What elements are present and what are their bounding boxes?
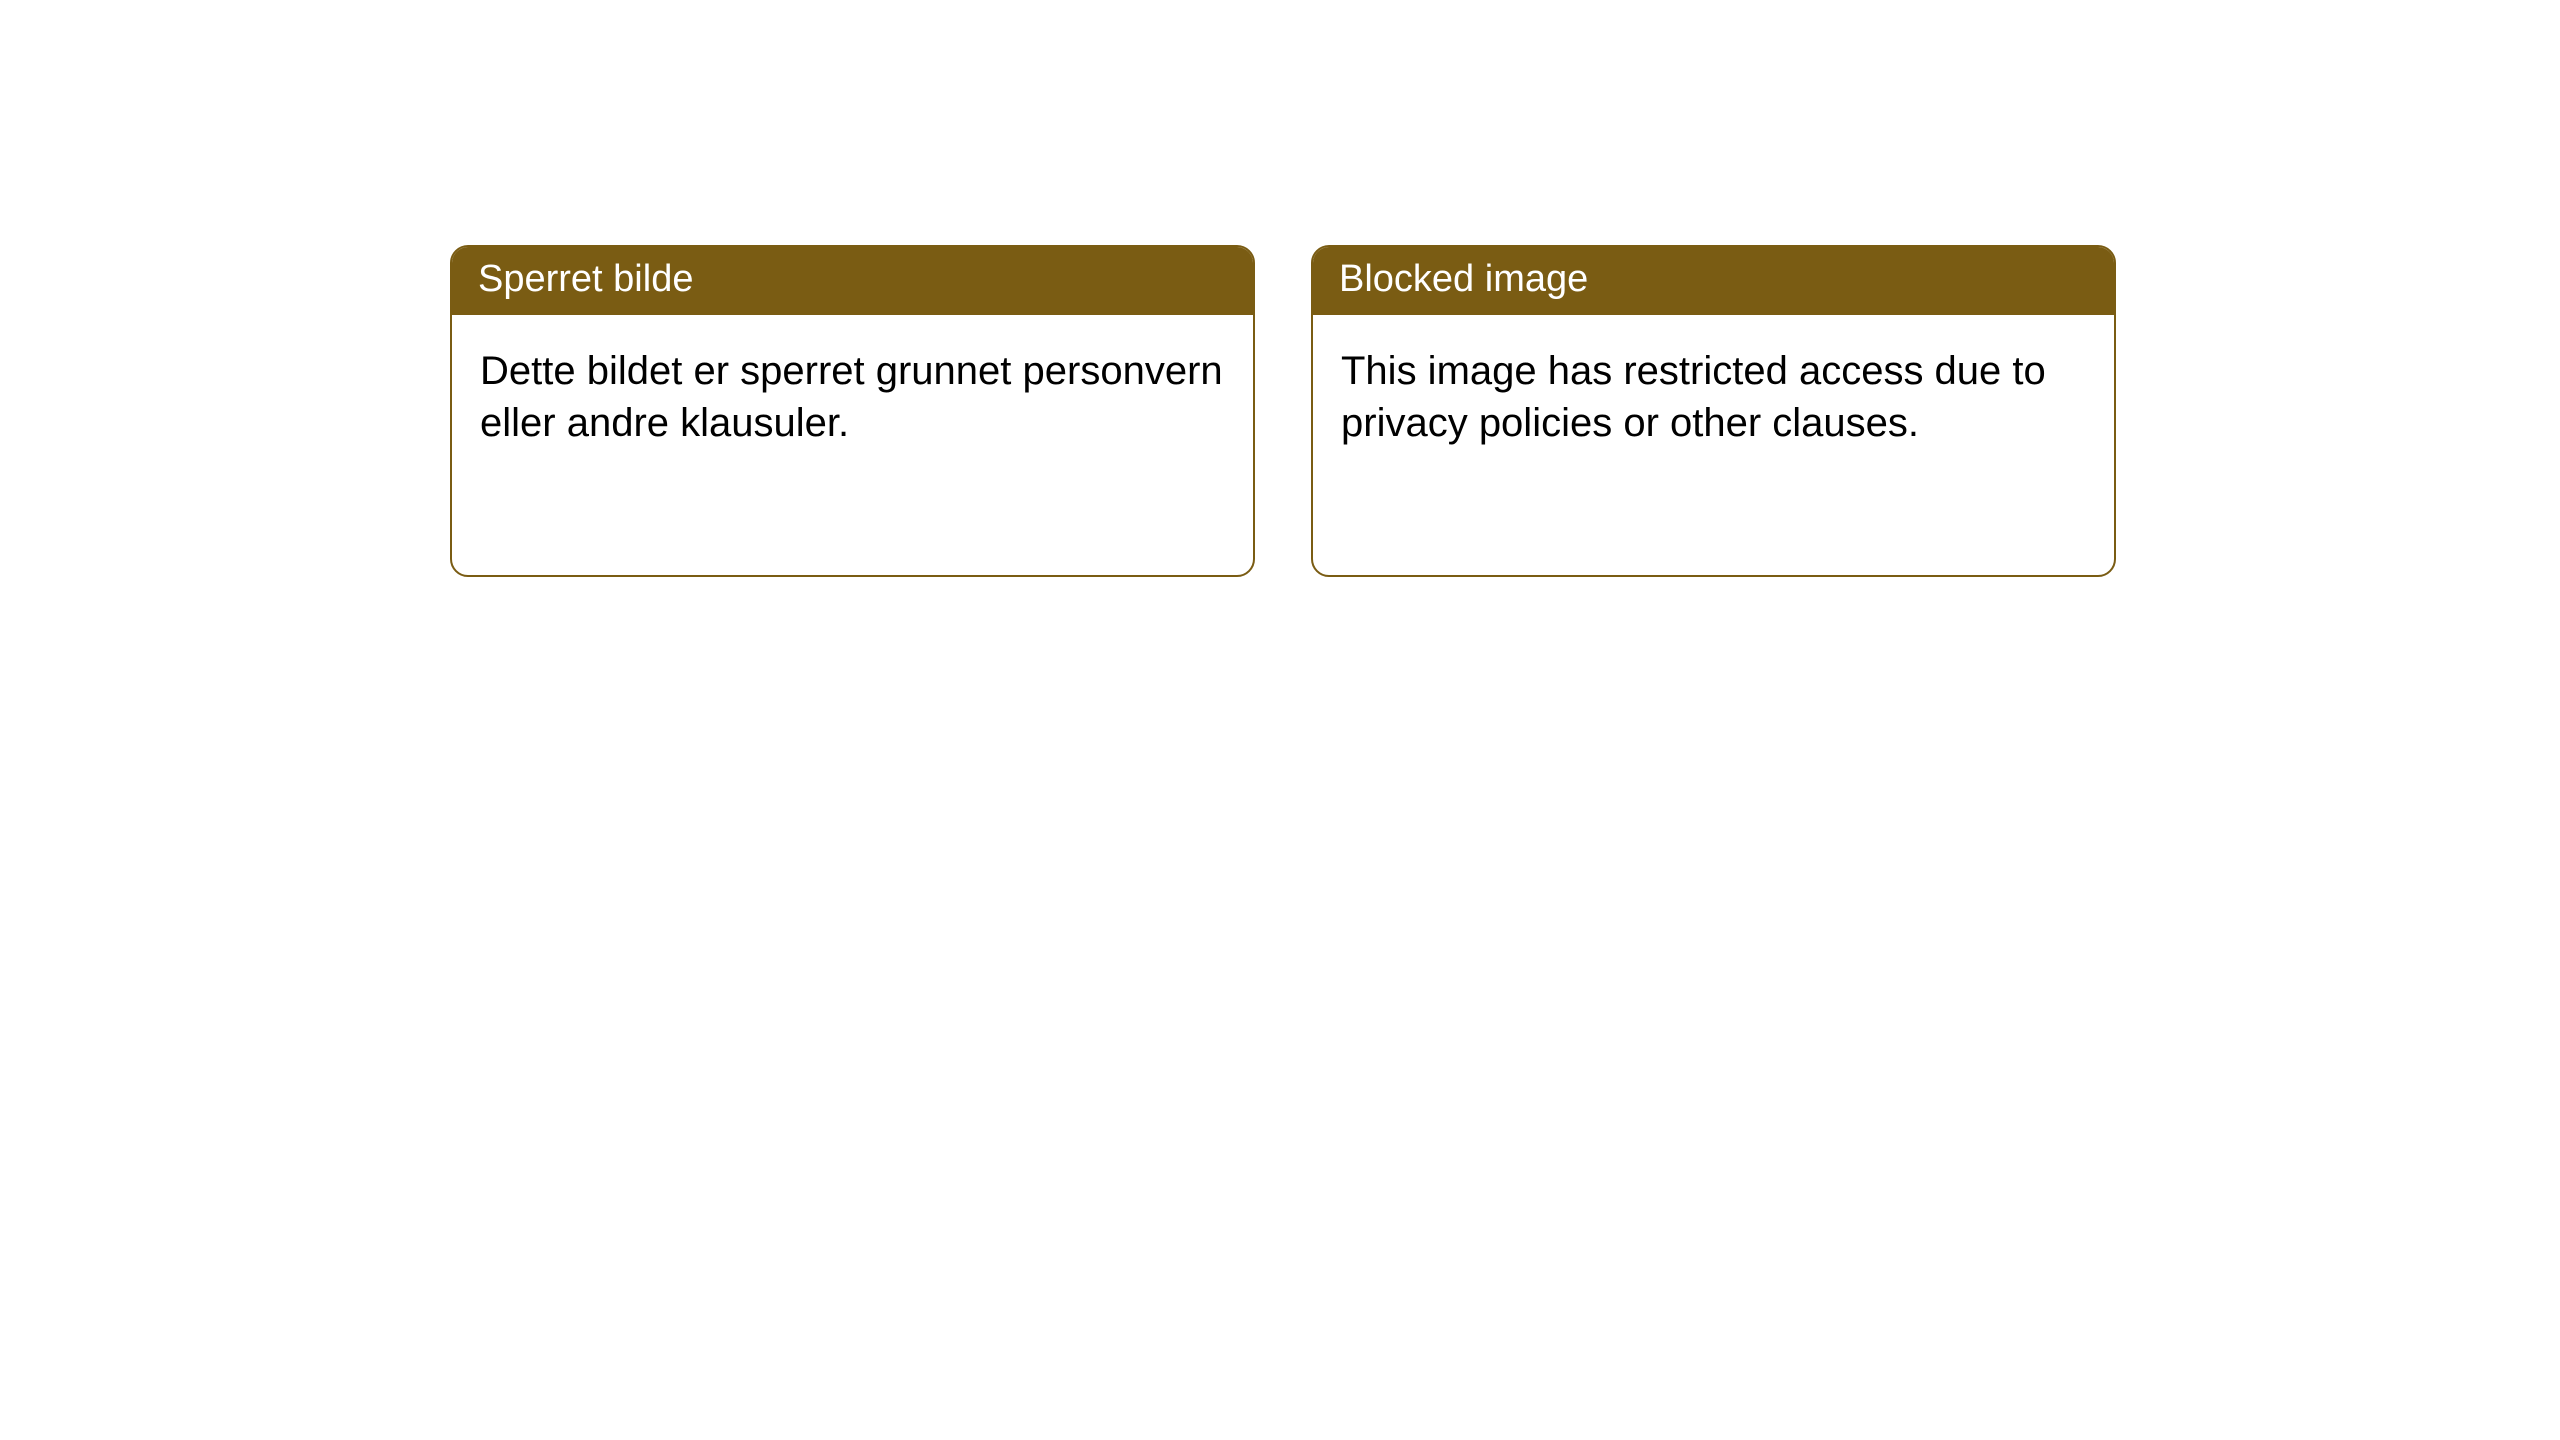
notice-card-english: Blocked image This image has restricted …	[1311, 245, 2116, 577]
notice-message: Dette bildet er sperret grunnet personve…	[452, 315, 1253, 479]
notice-title: Sperret bilde	[452, 247, 1253, 315]
notice-card-norwegian: Sperret bilde Dette bildet er sperret gr…	[450, 245, 1255, 577]
notice-title: Blocked image	[1313, 247, 2114, 315]
notice-message: This image has restricted access due to …	[1313, 315, 2114, 479]
notice-container: Sperret bilde Dette bildet er sperret gr…	[0, 0, 2560, 577]
